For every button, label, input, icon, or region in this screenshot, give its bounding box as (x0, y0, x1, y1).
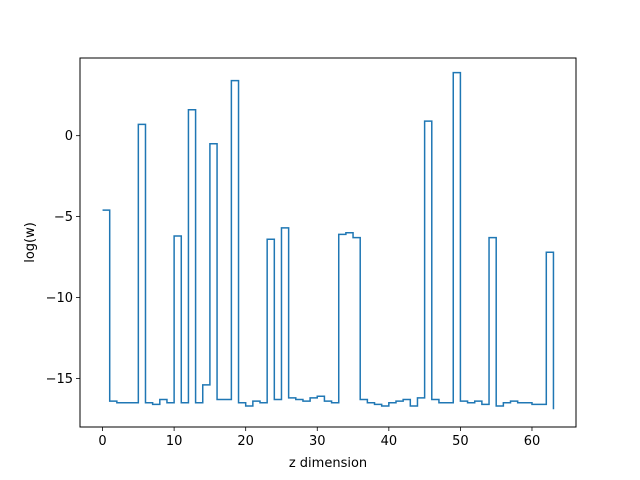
y-tick-label: −10 (46, 291, 73, 306)
y-tick-label: −15 (46, 372, 73, 387)
y-tick-label: 0 (65, 129, 73, 144)
chart-marks (102, 71, 555, 410)
x-tick-label: 30 (309, 434, 326, 449)
x-tick-label: 60 (524, 434, 541, 449)
x-axis-label: z dimension (289, 456, 367, 471)
y-axis-label: log(w) (23, 222, 38, 263)
x-tick-label: 40 (381, 434, 398, 449)
plot-area (80, 58, 576, 427)
x-tick-label: 20 (237, 434, 254, 449)
y-tick-label: −5 (54, 210, 73, 225)
series-step-line (102, 71, 555, 410)
x-tick-label: 10 (166, 434, 183, 449)
x-tick-label: 0 (98, 434, 106, 449)
x-tick-label: 50 (452, 434, 469, 449)
axis-ticks: 0 10 20 30 40 50 60 −15 −10 −5 0 (46, 129, 541, 449)
plot-frame (79, 57, 577, 428)
